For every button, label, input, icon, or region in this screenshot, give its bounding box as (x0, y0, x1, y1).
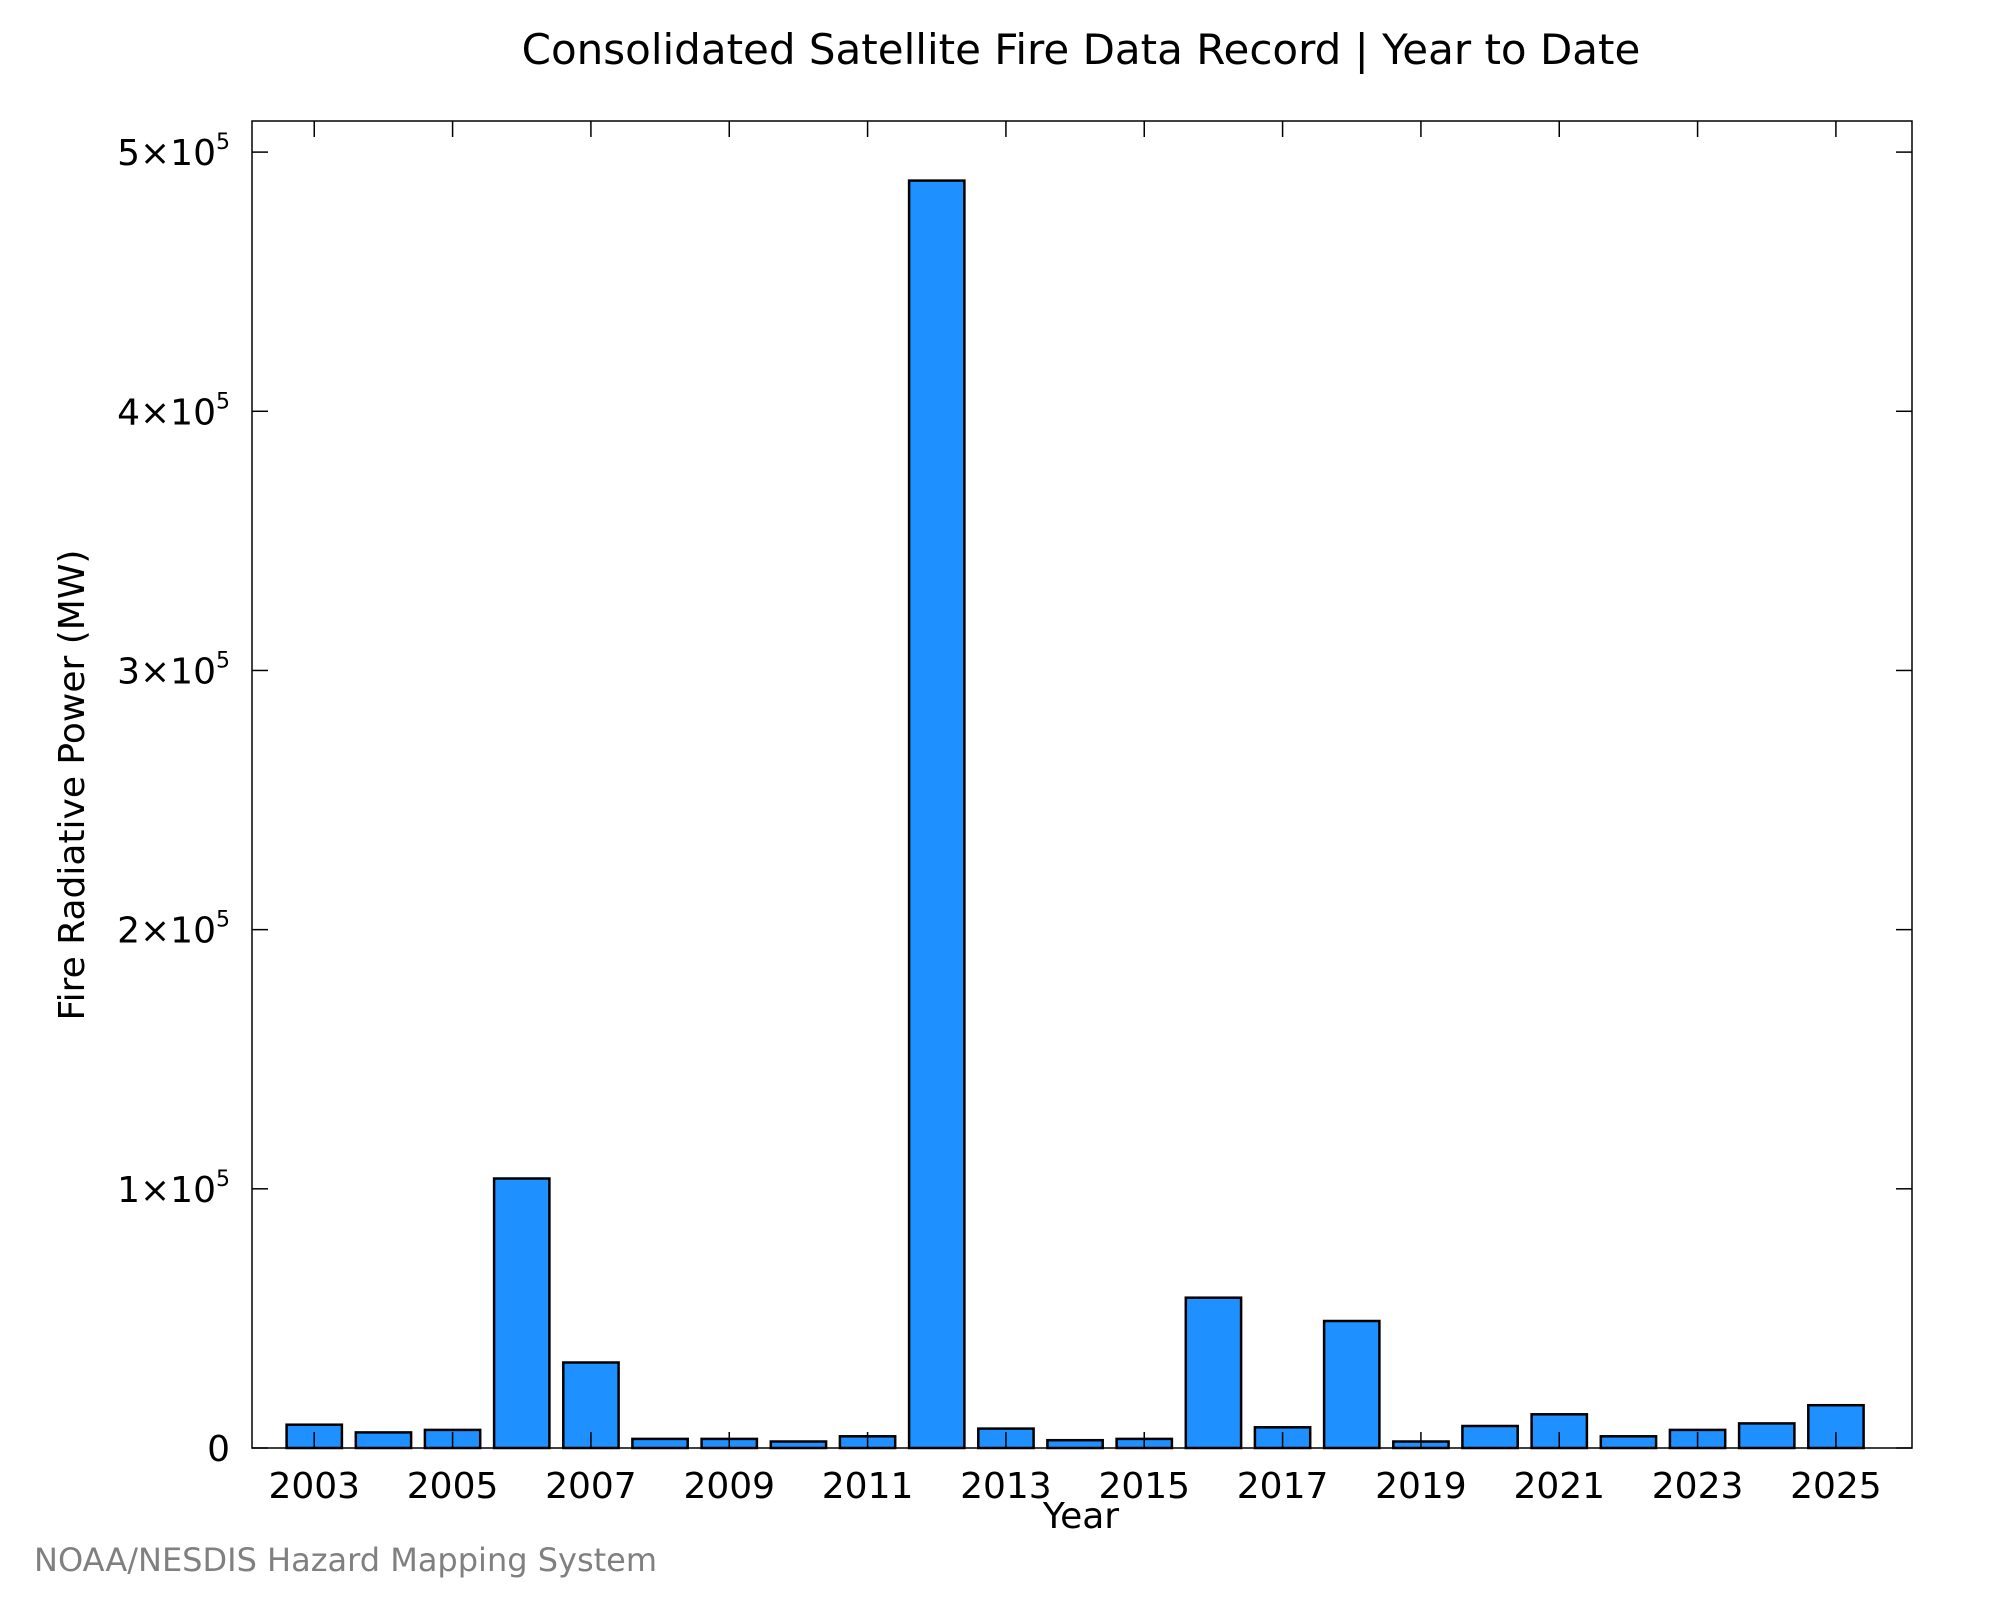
x-tick-label: 2025 (1790, 1466, 1882, 1507)
x-tick-label: 2005 (407, 1466, 499, 1507)
x-tick-label: 2011 (822, 1466, 914, 1507)
bar-2010 (769, 1440, 828, 1450)
bar-2004 (354, 1431, 413, 1450)
y-tick-exponent: 5 (216, 648, 230, 673)
y-tick-mantissa: 4×10 (117, 392, 216, 433)
bar-2020 (1461, 1424, 1519, 1450)
y-tick-exponent: 5 (216, 908, 230, 933)
bar-2014 (1046, 1438, 1104, 1450)
x-tick-label: 2019 (1375, 1466, 1467, 1507)
bar-2024 (1737, 1422, 1796, 1450)
x-tick-label: 2015 (1098, 1466, 1190, 1507)
y-tick-exponent: 5 (216, 130, 230, 155)
y-tick-label: 3×105 (117, 648, 230, 692)
y-tick-mantissa: 0 (207, 1429, 230, 1470)
y-tick-label: 0 (207, 1429, 230, 1470)
x-tick-label: 2017 (1237, 1466, 1329, 1507)
x-tick-label: 2007 (545, 1466, 637, 1507)
x-tick-label: 2009 (683, 1466, 775, 1507)
bar-2018 (1322, 1319, 1381, 1450)
x-tick-label: 2013 (960, 1466, 1052, 1507)
y-tick-label: 5×105 (117, 130, 230, 174)
y-tick-exponent: 5 (216, 389, 230, 414)
chart-title: Consolidated Satellite Fire Data Record … (522, 25, 1641, 74)
x-tick-label: 2003 (268, 1466, 360, 1507)
x-tick-label: 2021 (1513, 1466, 1605, 1507)
y-tick-mantissa: 2×10 (117, 911, 216, 952)
y-tick-label: 1×105 (117, 1167, 230, 1211)
x-tick-label: 2023 (1652, 1466, 1744, 1507)
y-tick-label: 4×105 (117, 389, 230, 433)
bar-2006 (492, 1177, 551, 1450)
bar-2008 (631, 1437, 689, 1450)
y-tick-exponent: 5 (216, 1167, 230, 1192)
bar-2016 (1184, 1296, 1243, 1450)
x-axis-ticks: 2003 2005 2007 2009 2011 2013 2015 2017 2019 2021… (268, 121, 1882, 1507)
bar-2012 (907, 179, 966, 1450)
y-axis-label: Fire Radiative Power (MW) (52, 550, 93, 1021)
y-tick-mantissa: 5×10 (117, 133, 216, 174)
credit-text: NOAA/NESDIS Hazard Mapping System (34, 1541, 657, 1579)
x-axis-label: Year (1042, 1496, 1119, 1537)
bars-group (285, 179, 1865, 1450)
y-tick-mantissa: 1×10 (117, 1170, 216, 1211)
y-tick-label: 2×105 (117, 908, 230, 952)
y-tick-mantissa: 3×10 (117, 651, 216, 692)
bar-2022 (1599, 1435, 1658, 1450)
